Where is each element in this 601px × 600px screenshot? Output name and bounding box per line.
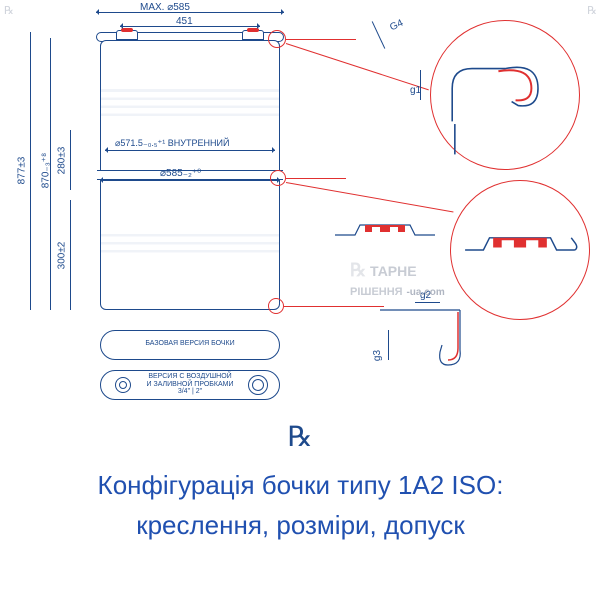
corner-tl: ℞ (4, 4, 14, 17)
dim-dia-outer: ⌀585₋₂⁺⁰ (160, 168, 201, 179)
g1-line (420, 70, 421, 100)
callout-g3: g3 (372, 350, 383, 361)
dim-top-width: 451 (176, 16, 193, 27)
bung-right (242, 30, 264, 40)
technical-drawing: ℞ ℞ MAX. ⌀585 451 877±3 870₋₃⁺⁸ 280±3 30… (0, 0, 601, 460)
watermark-l2: РІШЕННЯ (350, 286, 403, 298)
brand-logo: ℞ (280, 420, 320, 454)
corner-tr: ℞ (587, 4, 597, 17)
callout-ref-bot (268, 298, 284, 314)
lid-plug-l1: ВЕРСИЯ С ВОЗДУШНОЙ (148, 373, 231, 380)
g3-line (388, 330, 389, 360)
title-line-2: креслення, розміри, допуск (0, 510, 601, 541)
dim-dia-inner: ⌀571.5₋₀.₅⁺¹ ВНУТРЕННИЙ (115, 138, 229, 149)
leader-mid (286, 178, 346, 179)
detail-top-seam (430, 20, 580, 170)
detail-bung-small (330, 200, 440, 250)
dim-h-bottom: 300±2 (56, 242, 67, 270)
dim-dia-outer-line (100, 180, 280, 181)
watermark-l3: -ua.com (406, 287, 444, 298)
title-line-1: Конфігурація бочки типу 1A2 ISO: (0, 470, 601, 501)
dim-h-mid: 870₋₃⁺⁸ (40, 153, 51, 189)
detail-top-svg (439, 29, 571, 161)
lid-plug-label: ВЕРСИЯ С ВОЗДУШНОЙ И ЗАЛИВНОЙ ПРОБКАМИ 3… (100, 373, 280, 396)
dim-max-dia: MAX. ⌀585 (140, 2, 190, 13)
watermark-l1: ТАРНЕ (370, 263, 417, 279)
watermark: ℞ ТАРНЕ РІШЕННЯ -ua.com (350, 260, 445, 299)
callout-ref-mid (270, 170, 286, 186)
leader-top2 (286, 43, 429, 90)
lid-base-label: БАЗОВАЯ ВЕРСИЯ БОЧКИ (100, 340, 280, 348)
callout-g4: G4 (388, 18, 405, 34)
leader-top (286, 39, 356, 40)
detail-bung-large-svg (459, 189, 581, 311)
leader-bot (284, 306, 384, 307)
lid-plug-l3: 3/4" | 2" (178, 388, 202, 395)
dim-h-outer: 877±3 (16, 157, 27, 185)
g2-line (415, 302, 440, 303)
lid-plug-l2: И ЗАЛИВНОЙ ПРОБКАМИ (147, 381, 234, 388)
callout-ref-top (268, 30, 286, 48)
dim-h-inner-line (70, 130, 71, 190)
detail-bung-small-svg (330, 200, 440, 250)
g4-line (372, 21, 386, 49)
dim-h-bottom-line (70, 200, 71, 310)
dim-h-outer-line (30, 32, 31, 310)
dim-dia-inner-line (105, 150, 275, 151)
detail-bung-large (450, 180, 590, 320)
bung-left (116, 30, 138, 40)
dim-max-dia-line (96, 12, 284, 13)
dim-h-inner: 280±3 (56, 147, 67, 175)
